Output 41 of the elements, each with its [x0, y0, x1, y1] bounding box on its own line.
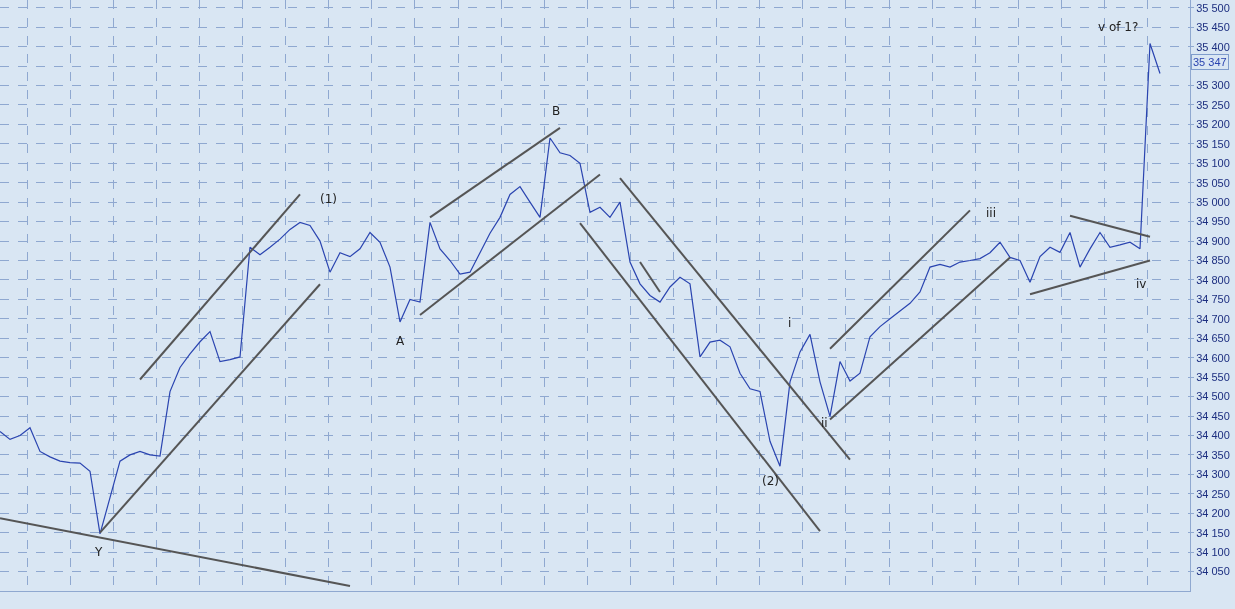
- annotation: ii: [821, 416, 828, 430]
- y-tick-label: 35 300: [1196, 79, 1230, 92]
- annotation: i: [788, 316, 792, 330]
- annotation: (1): [320, 192, 337, 206]
- y-tick-label: 34 350: [1196, 448, 1230, 461]
- y-tick-label: 34 750: [1196, 293, 1230, 306]
- annotation: Y: [94, 545, 103, 559]
- y-tick-label: 34 950: [1196, 215, 1230, 228]
- annotation: iii: [986, 206, 997, 220]
- annotation: v of 1?: [1098, 20, 1139, 34]
- y-tick-label: 34 800: [1196, 273, 1230, 286]
- y-tick-label: 34 700: [1196, 312, 1230, 325]
- y-tick-label: 35 150: [1196, 137, 1230, 150]
- y-tick-label: 35 450: [1196, 21, 1230, 34]
- y-tick-label: 35 100: [1196, 157, 1230, 170]
- y-tick-label: 34 050: [1196, 565, 1230, 578]
- y-tick-label: 34 300: [1196, 468, 1230, 481]
- line-series: [0, 42, 1161, 535]
- y-tick-label: 34 650: [1196, 332, 1230, 345]
- annotation: (2): [762, 474, 779, 488]
- y-tick-label: 34 100: [1196, 545, 1230, 558]
- y-tick-label: 35 200: [1196, 118, 1230, 131]
- text: 35 347: [1193, 56, 1227, 68]
- y-tick-label: 34 850: [1196, 254, 1230, 267]
- annotation: A: [396, 334, 405, 348]
- annotation: B: [552, 104, 561, 118]
- y-tick-label: 34 400: [1196, 429, 1230, 442]
- y-tick-label: 35 050: [1196, 176, 1230, 189]
- annotation: iv: [1136, 277, 1147, 291]
- y-tick-label: 35 500: [1196, 1, 1230, 14]
- y-tick-label: 34 500: [1196, 390, 1230, 403]
- y-tick-label: 34 450: [1196, 409, 1230, 422]
- y-tick-label: 34 200: [1196, 507, 1230, 520]
- y-tick-label: 34 600: [1196, 351, 1230, 364]
- y-tick-label: 35 000: [1196, 196, 1230, 209]
- y-tick-label: 34 250: [1196, 487, 1230, 500]
- y-tick-label: 34 900: [1196, 234, 1230, 247]
- y-tick-label: 35 400: [1196, 40, 1230, 53]
- y-tick-label: 35 250: [1196, 98, 1230, 111]
- y-tick-label: 34 150: [1196, 526, 1230, 539]
- y-tick-label: 34 550: [1196, 371, 1230, 383]
